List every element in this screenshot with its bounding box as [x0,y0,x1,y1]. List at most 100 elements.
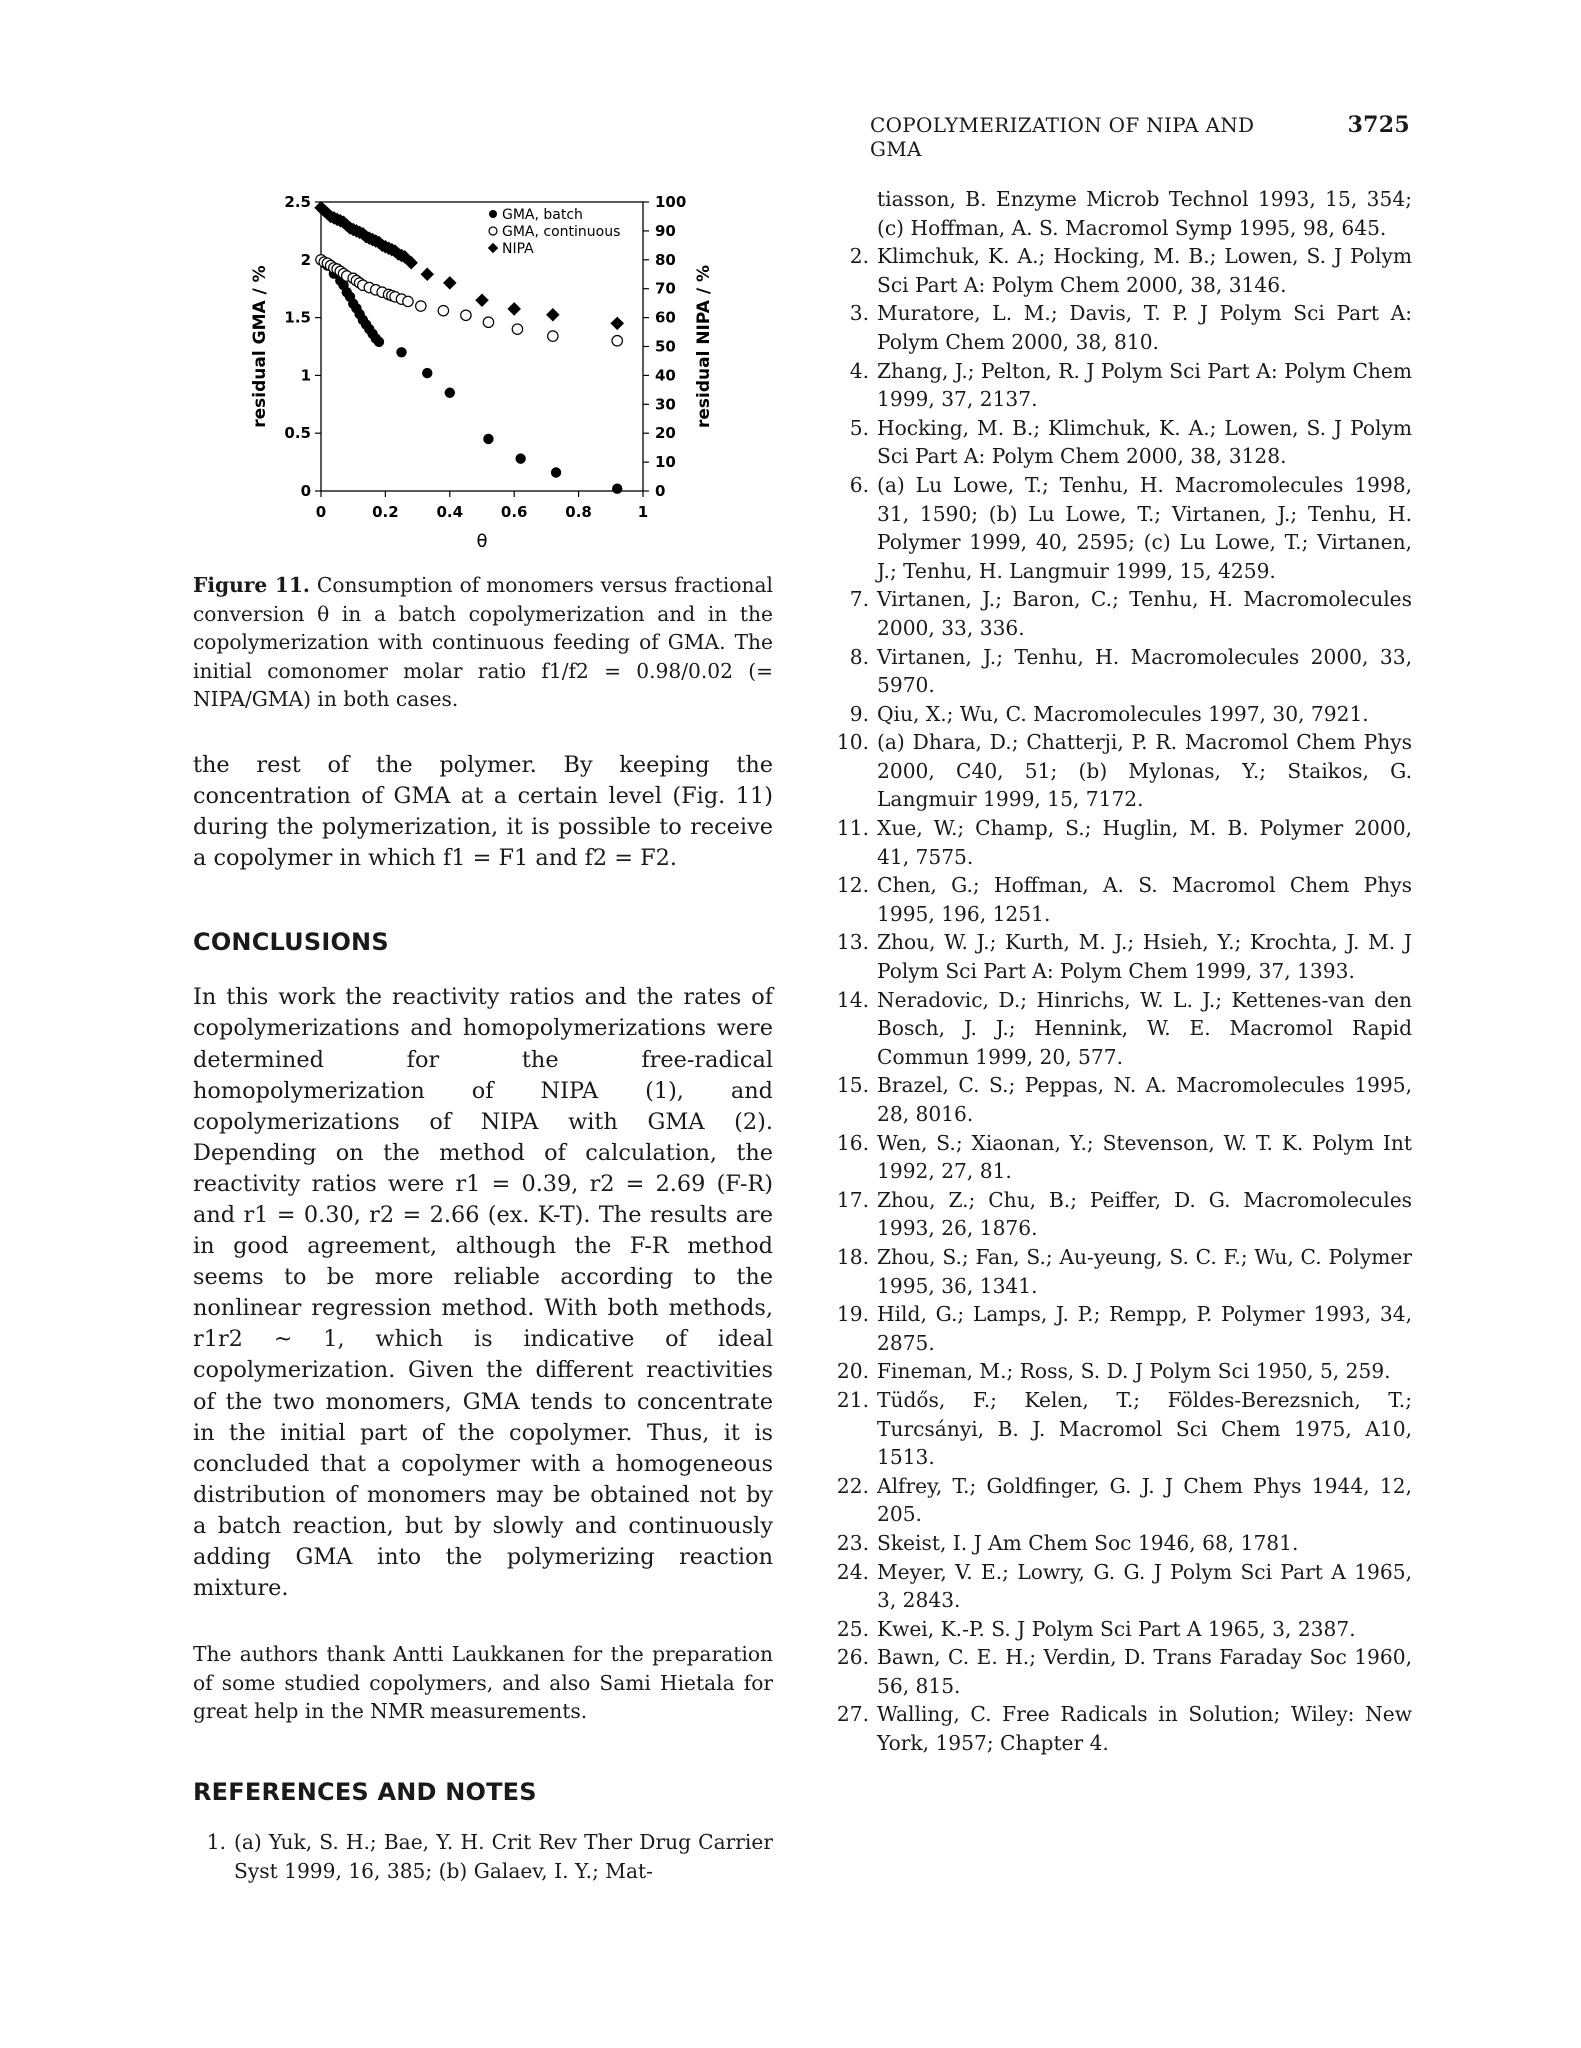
y-right-tick-label: 80 [655,251,676,269]
reference-text: Zhou, S.; Fan, S.; Au-yeung, S. C. F.; W… [877,1244,1412,1298]
y-right-tick-label: 10 [655,453,676,471]
data-point [415,300,427,312]
reference-text: (a) Lu Lowe, T.; Tenhu, H. Macromolecule… [877,472,1412,583]
reference-text: Meyer, V. E.; Lowry, G. G. J Polym Sci P… [877,1559,1412,1613]
reference-number: 21. [836,1387,869,1412]
y-right-tick-label: 20 [655,424,676,442]
data-point [515,453,526,464]
legend-marker [487,242,499,254]
reference-text: Kwei, K.-P. S. J Polym Sci Part A 1965, … [877,1616,1356,1641]
reference-text: Zhou, Z.; Chu, B.; Peiffer, D. G. Macrom… [877,1187,1412,1241]
reference-number: 23. [836,1530,869,1555]
data-point [483,433,494,445]
data-point [507,302,521,316]
page-number: 3725 [1347,112,1410,138]
reference-item: 2. Klimchuk, K. A.; Hocking, M. B.; Lowen… [836,242,1412,299]
y-right-tick-label: 90 [655,222,676,240]
data-point [396,347,407,358]
y-right-axis-label: residual NIPA / % [694,265,714,428]
conclusions-heading: CONCLUSIONS [193,928,389,957]
reference-item: 16. Wen, S.; Xiaonan, Y.; Stevenson, W. T… [836,1129,1412,1186]
reference-item: 9. Qiu, X.; Wu, C. Macromolecules 1997, 3… [836,700,1412,729]
figure-caption-text: Consumption of monomers versus fractiona… [193,573,773,712]
y-right-tick-label: 0 [655,482,665,500]
reference-text: Skeist, I. J Am Chem Soc 1946, 68, 1781. [877,1530,1299,1555]
data-point [475,293,489,308]
reference-number: 24. [836,1559,869,1584]
reference-number: 19. [836,1302,869,1327]
reference-item: 12. Chen, G.; Hoffman, A. S. Macromol Che… [836,871,1412,928]
data-point [402,295,414,308]
reference-list: 2. Klimchuk, K. A.; Hocking, M. B.; Lowen… [836,242,1412,1757]
data-point [547,330,559,342]
y-left-tick-label: 1.5 [284,309,311,327]
reference-text: Xue, W.; Champ, S.; Huglin, M. B. Polyme… [877,816,1412,869]
running-head: COPOLYMERIZATION OF NIPA AND GMA 3725 [870,112,1410,161]
reference-text: Fineman, M.; Ross, S. D. J Polym Sci 195… [877,1359,1391,1384]
running-head-title: COPOLYMERIZATION OF NIPA AND GMA [870,113,1255,161]
reference-text: Bawn, C. E. H.; Verdin, D. Trans Faraday… [877,1645,1412,1698]
y-left-axis-label: residual GMA / % [250,265,270,427]
y-right-tick-label: 40 [655,366,676,384]
right-column: tiasson, B. Enzyme Microb Technol 1993, … [836,185,1412,1758]
legend-label: GMA, continuous [502,224,620,240]
data-point [511,323,524,335]
reference-item: 21. Tüdős, F.; Kelen, T.; Földes-Berezsni… [836,1386,1412,1472]
reference-number: 14. [836,987,869,1012]
reference-item: 26. Bawn, C. E. H.; Verdin, D. Trans Fara… [836,1643,1412,1700]
reference-number: 8. [849,644,869,669]
data-point [443,276,457,290]
data-point [404,255,418,270]
reference-item: 10. (a) Dhara, D.; Chatterji, P. R. Macro… [836,728,1412,814]
reference-item: 25. Kwei, K.-P. S. J Polym Sci Part A 196… [836,1615,1412,1644]
reference-text: (a) Dhara, D.; Chatterji, P. R. Macromol… [877,730,1412,812]
x-tick-label: 0 [316,503,326,521]
reference-number: 27. [836,1702,869,1727]
reference-text: Chen, G.; Hoffman, A. S. Macromol Chem P… [877,873,1412,926]
reference-text: Tüdős, F.; Kelen, T.; Földes-Berezsnich,… [877,1387,1412,1470]
y-right-tick-label: 30 [655,395,676,413]
reference-number: 7. [849,587,869,612]
reference-number: 13. [836,930,869,955]
reference-number: 16. [836,1130,869,1155]
acknowledgment: The authors thank Antti Laukkanen for th… [193,1642,773,1724]
data-point [550,467,562,478]
reference-number: 11. [836,816,869,841]
reference-text: (a) Yuk, S. H.; Bae, Y. H. Crit Rev Ther… [234,1830,773,1883]
reference-number: 15. [836,1073,869,1098]
reference-text: Muratore, L. M.; Davis, T. P. J Polym Sc… [877,301,1412,354]
reference-continuation: tiasson, B. Enzyme Microb Technol 1993, … [877,187,1412,240]
data-point [610,316,624,331]
reference-item: 22. Alfrey, T.; Goldfinger, G. J. J Chem … [836,1472,1412,1529]
figure-11-chart: 0 0.2 0.4 0.6 0.8 100.511.522.501020304050607… [250,193,714,552]
reference-number: 18. [836,1244,869,1269]
y-left-tick-label: 0.5 [284,424,311,442]
x-tick-label: 0.8 [565,503,592,521]
reference-text: Brazel, C. S.; Peppas, N. A. Macromolecu… [877,1073,1412,1126]
reference-item: 23. Skeist, I. J Am Chem Soc 1946, 68, 17… [836,1529,1412,1558]
reference-text: Hild, G.; Lamps, J. P.; Rempp, P. Polyme… [877,1302,1412,1355]
reference-number: 4. [849,358,869,383]
reference-number: 3. [849,301,869,326]
legend-marker [488,226,498,236]
reference-item: 14. Neradovic, D.; Hinrichs, W. L. J.; Ke… [836,986,1412,1072]
y-right-tick-label: 60 [655,309,676,327]
reference-number: 17. [836,1187,869,1212]
figure-caption-label: Figure 11. [193,573,310,597]
y-right-tick-label: 100 [655,193,686,211]
x-tick-label: 0.2 [372,503,399,521]
legend-label: NIPA [502,241,534,257]
figure-caption: Figure 11. Consumption of monomers versu… [193,571,773,714]
reference-text: Hocking, M. B.; Klimchuk, K. A.; Lowen, … [877,415,1412,469]
y-left-tick-label: 0 [301,482,311,500]
y-left-tick-label: 1 [301,366,311,384]
data-point [460,309,472,322]
legend-marker [489,210,497,218]
reference-text: Zhang, J.; Pelton, R. J Polym Sci Part A… [877,358,1412,412]
legend-label: GMA, batch [502,207,583,223]
reference-number: 6. [849,472,869,497]
reference-item: 17. Zhou, Z.; Chu, B.; Peiffer, D. G. Mac… [836,1186,1412,1243]
reference-number: 26. [836,1645,869,1670]
reference-text: Neradovic, D.; Hinrichs, W. L. J.; Kette… [877,987,1412,1069]
data-point [437,304,450,317]
